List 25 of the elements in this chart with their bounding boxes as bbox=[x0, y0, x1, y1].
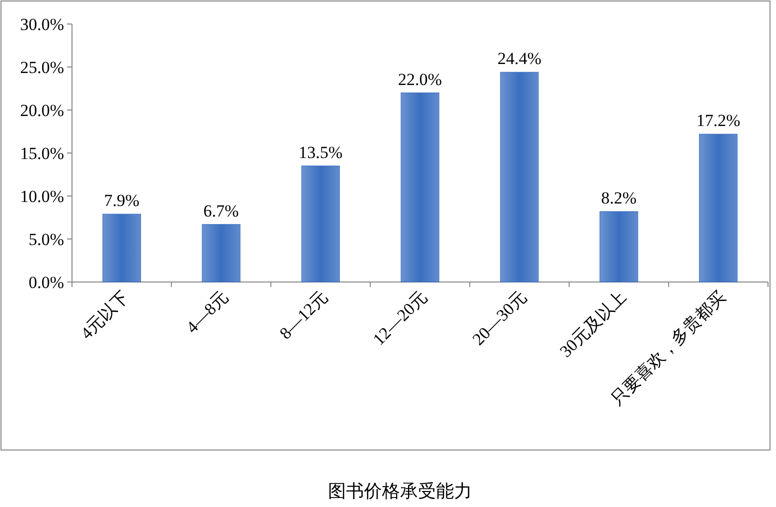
bar bbox=[500, 72, 539, 282]
y-tick-label: 15.0% bbox=[20, 144, 64, 163]
data-label: 22.0% bbox=[398, 70, 442, 89]
data-label: 6.7% bbox=[203, 201, 239, 220]
y-tick-label: 5.0% bbox=[28, 230, 64, 249]
text: 图书价格承受能力 bbox=[328, 481, 472, 501]
x-tick-label: 4元以下 bbox=[77, 287, 133, 343]
y-tick-label: 30.0% bbox=[20, 15, 64, 34]
bar bbox=[400, 92, 440, 282]
bar bbox=[301, 166, 340, 282]
bar bbox=[102, 214, 141, 282]
bar bbox=[699, 134, 738, 282]
x-tick-label: 4—8元 bbox=[182, 287, 232, 337]
data-label: 8.2% bbox=[601, 188, 637, 208]
y-tick-label: 0.0% bbox=[28, 273, 64, 292]
data-label: 24.4% bbox=[497, 49, 542, 68]
y-tick-label: 25.0% bbox=[20, 58, 64, 77]
x-tick-label: 30元及以上 bbox=[556, 287, 630, 361]
y-tick-label: 20.0% bbox=[20, 101, 64, 120]
data-label: 17.2% bbox=[696, 111, 740, 130]
bar bbox=[600, 211, 638, 282]
data-label: 13.5% bbox=[298, 142, 343, 162]
y-tick-label: 10.0% bbox=[20, 187, 64, 206]
bar bbox=[202, 224, 240, 282]
data-label: 7.9% bbox=[104, 191, 140, 210]
